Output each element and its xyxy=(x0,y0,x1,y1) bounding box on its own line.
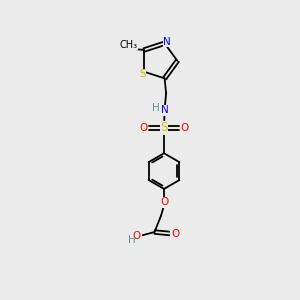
Text: O: O xyxy=(171,229,179,238)
Text: O: O xyxy=(180,123,188,133)
Text: CH₃: CH₃ xyxy=(120,40,138,50)
Text: O: O xyxy=(160,197,168,207)
Text: S: S xyxy=(139,69,146,79)
Text: O: O xyxy=(140,123,148,133)
Text: H: H xyxy=(128,235,136,245)
Text: N: N xyxy=(163,37,171,47)
Text: O: O xyxy=(133,231,141,241)
Text: H: H xyxy=(152,103,160,113)
Text: S: S xyxy=(160,122,168,134)
Text: N: N xyxy=(161,105,169,115)
